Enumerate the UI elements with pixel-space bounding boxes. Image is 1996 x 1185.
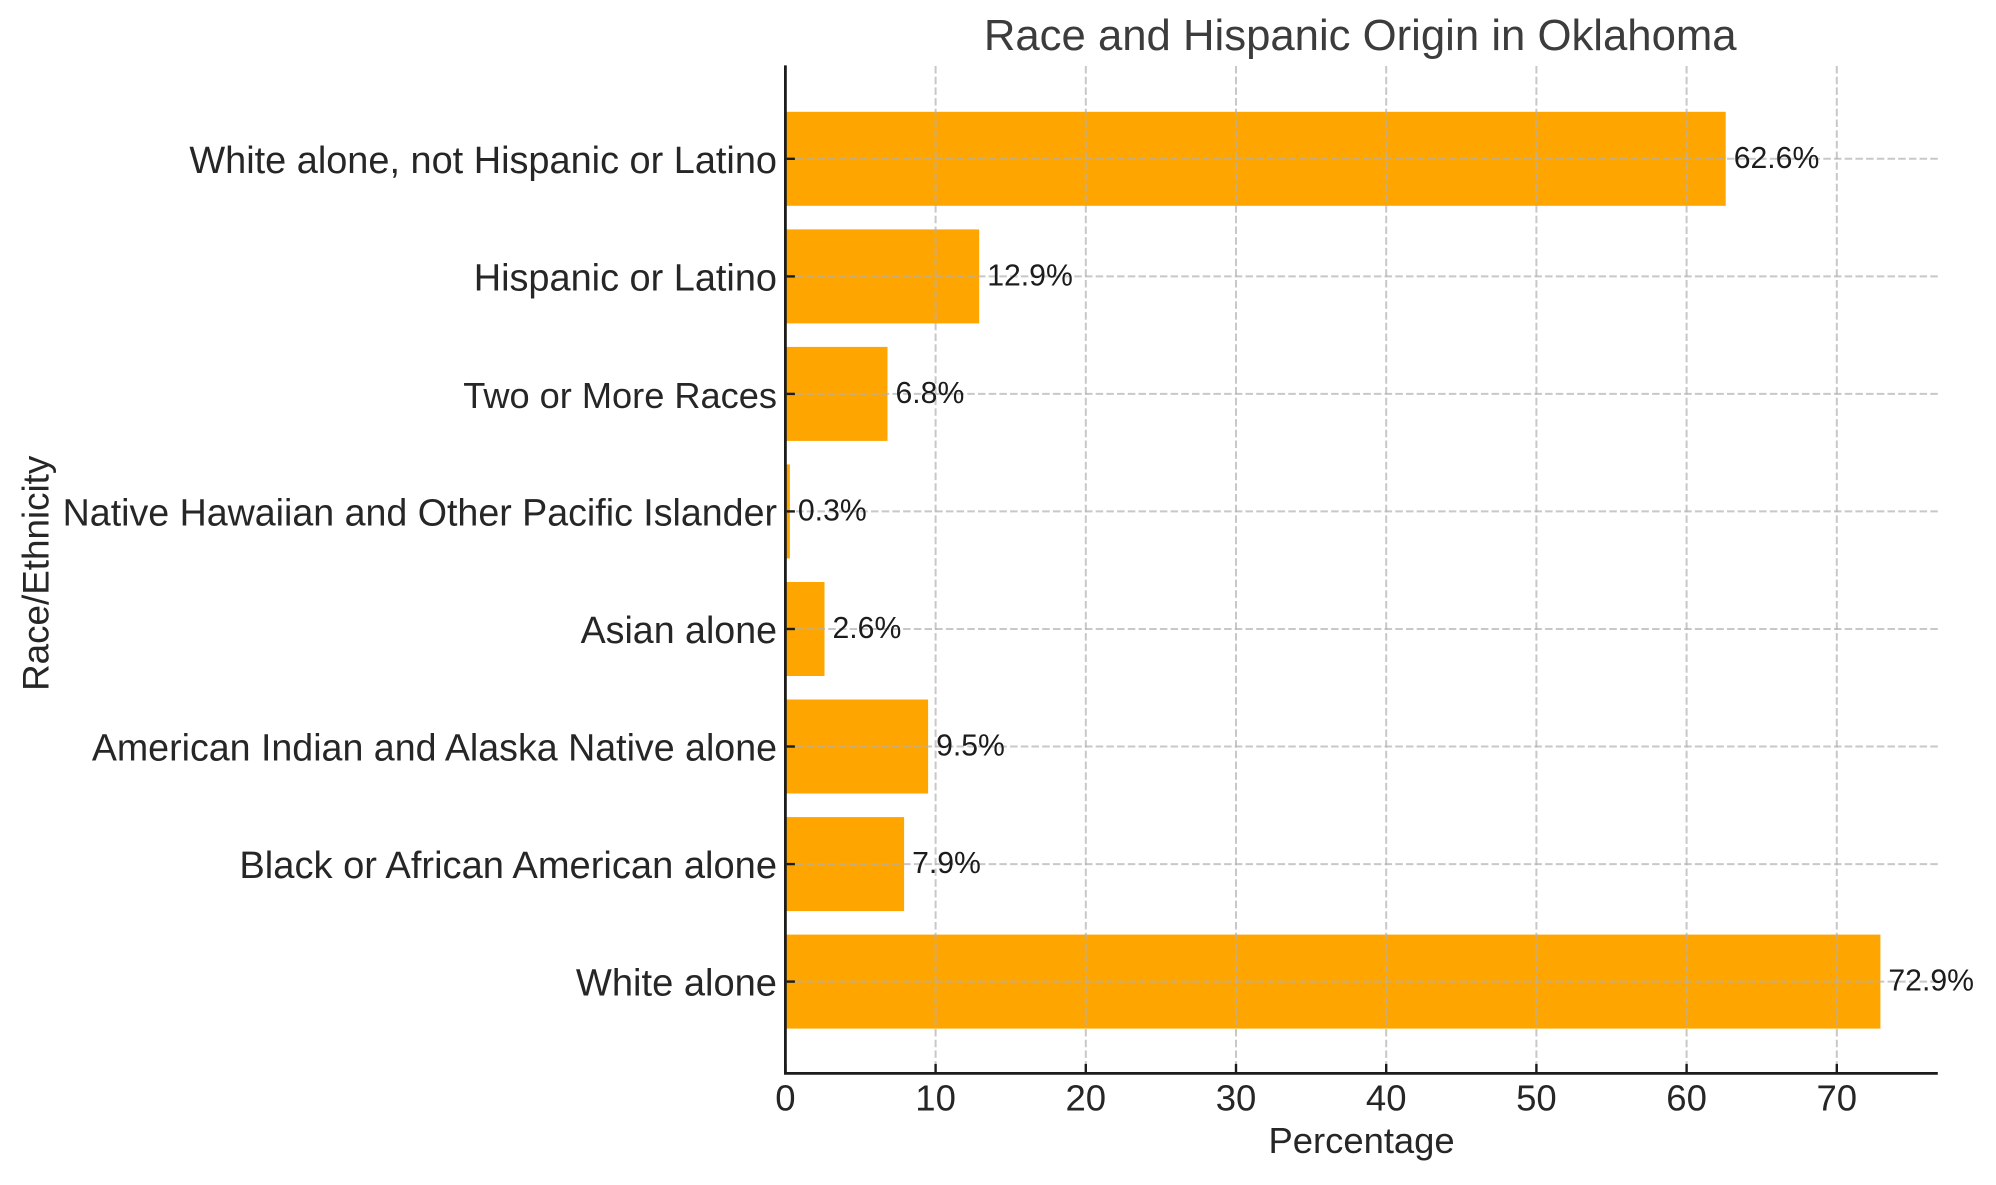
svg-text:7.9%: 7.9%	[912, 847, 981, 880]
svg-text:62.6%: 62.6%	[1734, 142, 1820, 175]
svg-text:20: 20	[1065, 1078, 1106, 1119]
svg-text:50: 50	[1516, 1078, 1557, 1119]
svg-text:Asian alone: Asian alone	[581, 609, 777, 651]
svg-text:Black or African American alon: Black or African American alone	[239, 845, 777, 887]
svg-text:60: 60	[1666, 1078, 1707, 1119]
svg-text:Race and Hispanic Origin in Ok: Race and Hispanic Origin in Oklahoma	[984, 11, 1737, 60]
svg-text:10: 10	[915, 1078, 956, 1119]
svg-text:9.5%: 9.5%	[936, 730, 1005, 763]
svg-text:30: 30	[1216, 1078, 1257, 1119]
svg-text:6.8%: 6.8%	[896, 377, 965, 410]
svg-text:White alone: White alone	[576, 963, 777, 1005]
svg-text:Two or More Races: Two or More Races	[463, 375, 777, 416]
svg-text:0: 0	[775, 1078, 795, 1119]
svg-text:0.3%: 0.3%	[798, 494, 867, 527]
svg-text:Percentage: Percentage	[1269, 1120, 1455, 1161]
svg-text:72.9%: 72.9%	[1888, 965, 1974, 998]
svg-text:70: 70	[1816, 1078, 1857, 1119]
svg-text:40: 40	[1366, 1078, 1407, 1119]
svg-text:Hispanic or Latino: Hispanic or Latino	[474, 257, 777, 299]
svg-text:American Indian and Alaska Nat: American Indian and Alaska Native alone	[92, 727, 777, 769]
svg-text:White alone, not Hispanic or L: White alone, not Hispanic or Latino	[189, 140, 777, 182]
svg-text:Native Hawaiian and Other Paci: Native Hawaiian and Other Pacific Island…	[63, 491, 777, 533]
svg-text:2.6%: 2.6%	[833, 612, 902, 645]
svg-text:Race/Ethnicity: Race/Ethnicity	[16, 455, 57, 691]
svg-text:12.9%: 12.9%	[987, 259, 1073, 292]
